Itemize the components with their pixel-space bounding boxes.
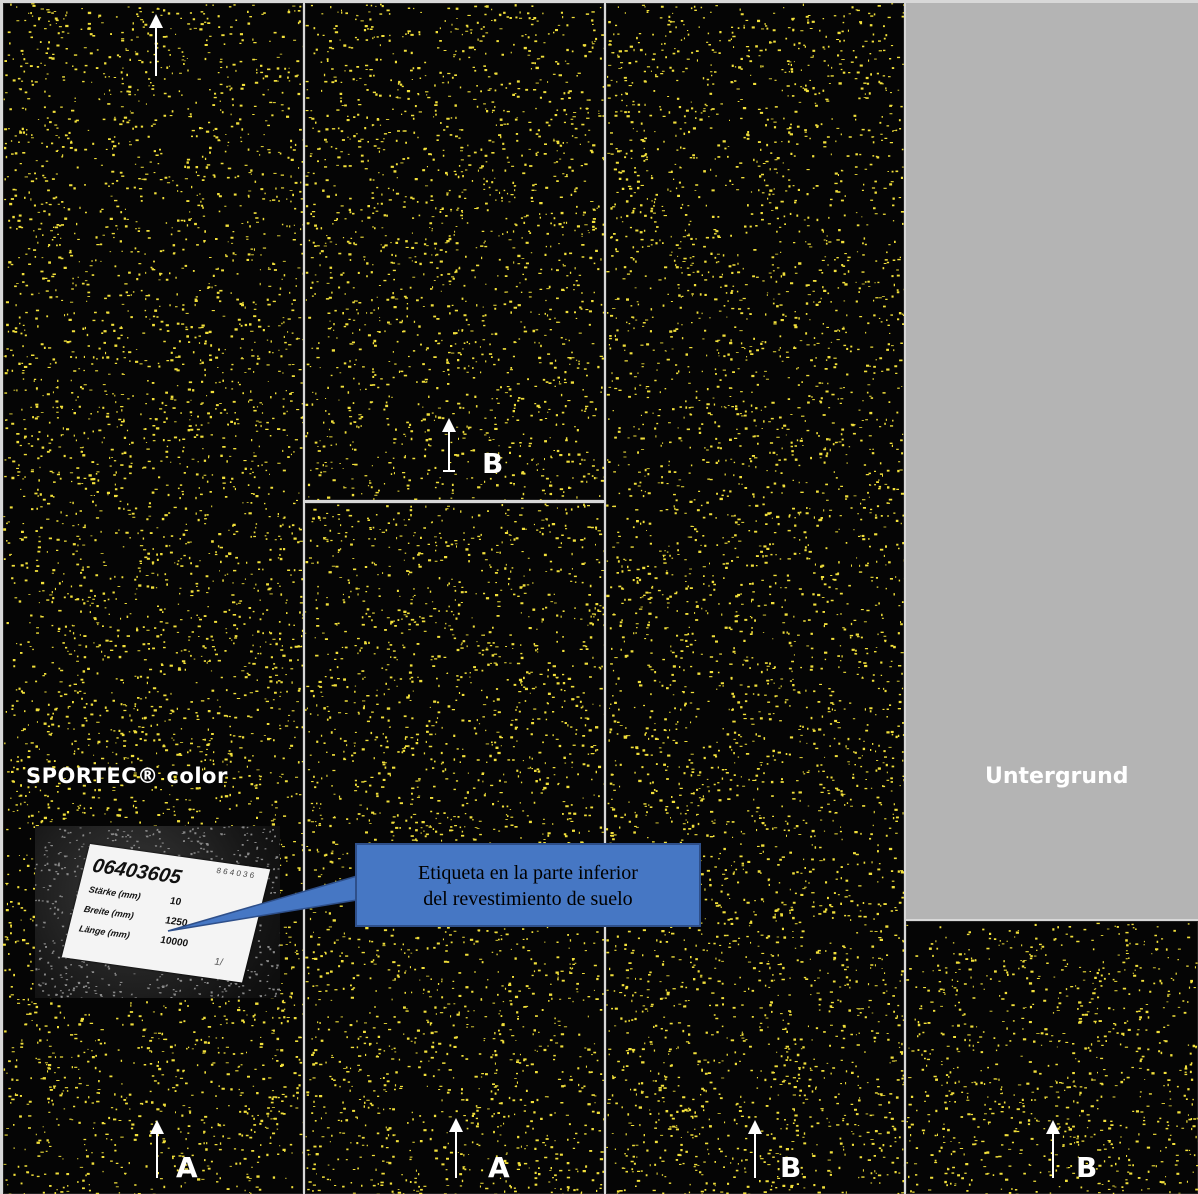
tag-row-label: Breite (mm) [82, 903, 135, 921]
product-label: SPORTEC® color [26, 764, 228, 788]
tag-row-label: Länge (mm) [78, 923, 131, 941]
speckle-texture [3, 3, 303, 1194]
up-arrow-icon [442, 418, 456, 472]
seam-line [604, 0, 606, 1194]
seam-line [0, 0, 1198, 3]
marker-label: B [1076, 1151, 1098, 1184]
callout-box: Etiqueta en la parte inferior del revest… [355, 843, 701, 927]
tag-row-value: 1250 [163, 915, 189, 930]
up-arrow-icon [1046, 1120, 1060, 1178]
seam-line [303, 0, 305, 1194]
marker-label: A [488, 1151, 510, 1184]
tag-small-code: 8 6 4 0 3 6 [215, 865, 256, 881]
seam-line [906, 919, 1198, 921]
callout-line: del revestimiento de suelo [423, 888, 633, 910]
up-arrow-icon [150, 1120, 164, 1178]
subfloor-label: Untergrund [985, 764, 1129, 789]
seam-line [904, 0, 906, 1194]
tag-row-value: 10 [168, 895, 183, 909]
tag-code: 06403605 [90, 854, 184, 889]
up-arrow-icon [449, 1118, 463, 1178]
seam-line [305, 500, 604, 503]
floor-panel-col3 [606, 3, 904, 1194]
speckle-texture [606, 3, 904, 1194]
tag-row-label: Stärke (mm) [87, 884, 142, 902]
seam-line [0, 0, 3, 1194]
tag-row-value: 10000 [158, 934, 190, 950]
marker-label: B [780, 1151, 802, 1184]
marker-label: A [176, 1151, 198, 1184]
tag-signature: 1/ [212, 956, 224, 969]
floor-panel-col1 [3, 3, 303, 1194]
floor-panel-col2-top [305, 3, 604, 500]
marker-label: B [482, 447, 504, 480]
up-arrow-icon [748, 1120, 762, 1178]
label-photo: 8 6 4 0 3 6 06403605 Stärke (mm) 10 Brei… [35, 826, 280, 998]
callout-line: Etiqueta en la parte inferior [418, 862, 638, 884]
up-arrow-icon [149, 14, 163, 76]
subfloor-area [906, 0, 1198, 919]
